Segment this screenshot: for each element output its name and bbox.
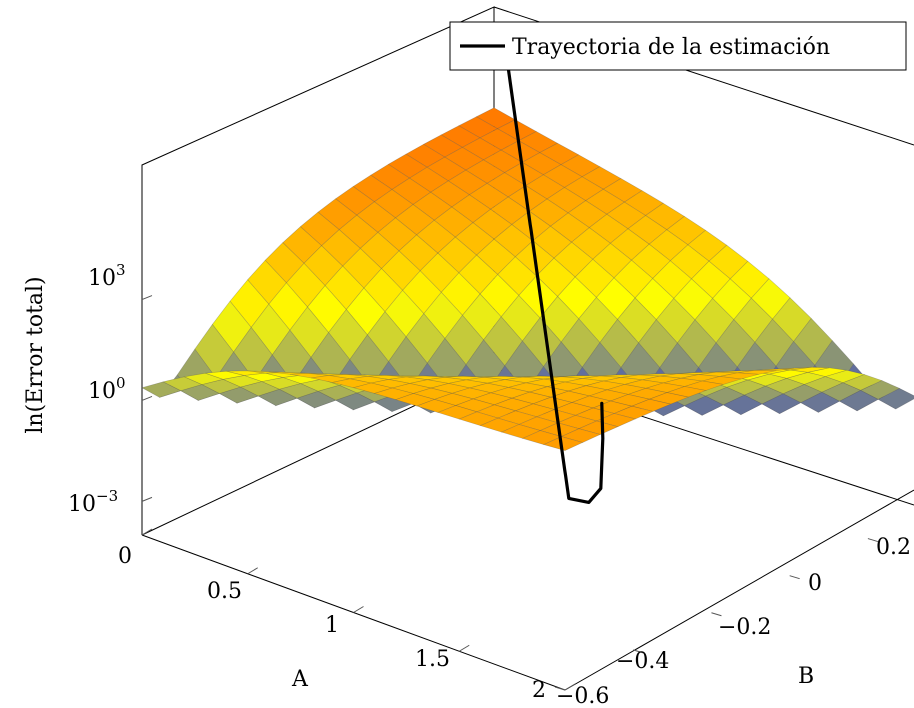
z-tick-1 — [141, 395, 153, 401]
surface-patch-19-8 — [684, 380, 724, 391]
y-tick-label-0: 0 — [808, 571, 822, 596]
x-tick-label-1.5: 1.5 — [415, 647, 450, 672]
x-tick-label-0.5: 0.5 — [207, 579, 242, 604]
legend: Trayectoria de la estimación — [449, 21, 907, 71]
surface-patch-19-9 — [702, 376, 742, 385]
x-tick-2 — [353, 606, 364, 613]
x-tick-0 — [141, 528, 153, 536]
svg-text:100: 100 — [88, 374, 126, 404]
legend-label: Trayectoria de la estimación — [512, 35, 830, 60]
surface-patch-19-7 — [665, 386, 707, 398]
z-tick-label-0: 100 — [88, 374, 126, 404]
z-axis-label: ln(Error total) — [23, 276, 48, 433]
z-tick-0 — [141, 496, 153, 502]
z-tick-label-3: 103 — [88, 261, 126, 291]
surface-patch-19-14 — [790, 366, 830, 373]
surface-patch-19-17 — [842, 374, 883, 391]
surface-patch-19-10 — [719, 372, 759, 380]
y-tick-label-0.2: 0.2 — [876, 535, 911, 560]
surface-patch-19-19 — [877, 387, 914, 410]
x-axis-label: A — [291, 667, 309, 692]
surface-patch-19-15 — [807, 367, 847, 377]
y-tick-label-neg0.6: −0.6 — [556, 684, 609, 708]
legend-box — [449, 21, 907, 71]
y-tick-0 — [554, 686, 566, 691]
surface-patch-19-1 — [560, 428, 602, 443]
z-tick-label-neg3: 10−3 — [68, 487, 118, 517]
estimation-trajectory-line — [503, 40, 605, 504]
x-tick-label-1: 1 — [325, 613, 339, 638]
y-tick-1 — [633, 649, 644, 654]
y-tick-4 — [867, 538, 879, 543]
error-surface — [141, 107, 914, 451]
surface-patch-19-16 — [824, 369, 866, 383]
y-tick-label-neg0.2: −0.2 — [718, 615, 771, 640]
axis-box-front — [141, 489, 914, 691]
x-tick-4 — [564, 683, 576, 691]
y-tick-label-neg0.4: −0.4 — [616, 649, 669, 674]
x-tick-1 — [247, 567, 259, 575]
x-tick-3 — [458, 644, 470, 652]
surface-patch-19-0 — [542, 436, 584, 451]
x-tick-label-0: 0 — [118, 544, 132, 569]
svg-text:103: 103 — [88, 261, 126, 291]
svg-text:10−3: 10−3 — [68, 487, 118, 517]
surface-patch-19-18 — [859, 380, 901, 400]
y-axis-label: B — [798, 664, 814, 689]
axis-ticks — [141, 295, 879, 691]
z-tick-2 — [141, 295, 153, 301]
y-tick-3 — [789, 575, 800, 580]
x-tick-label-2: 2 — [532, 678, 546, 703]
y-tick-2 — [711, 612, 722, 617]
surface-patch-19-5 — [630, 398, 672, 412]
